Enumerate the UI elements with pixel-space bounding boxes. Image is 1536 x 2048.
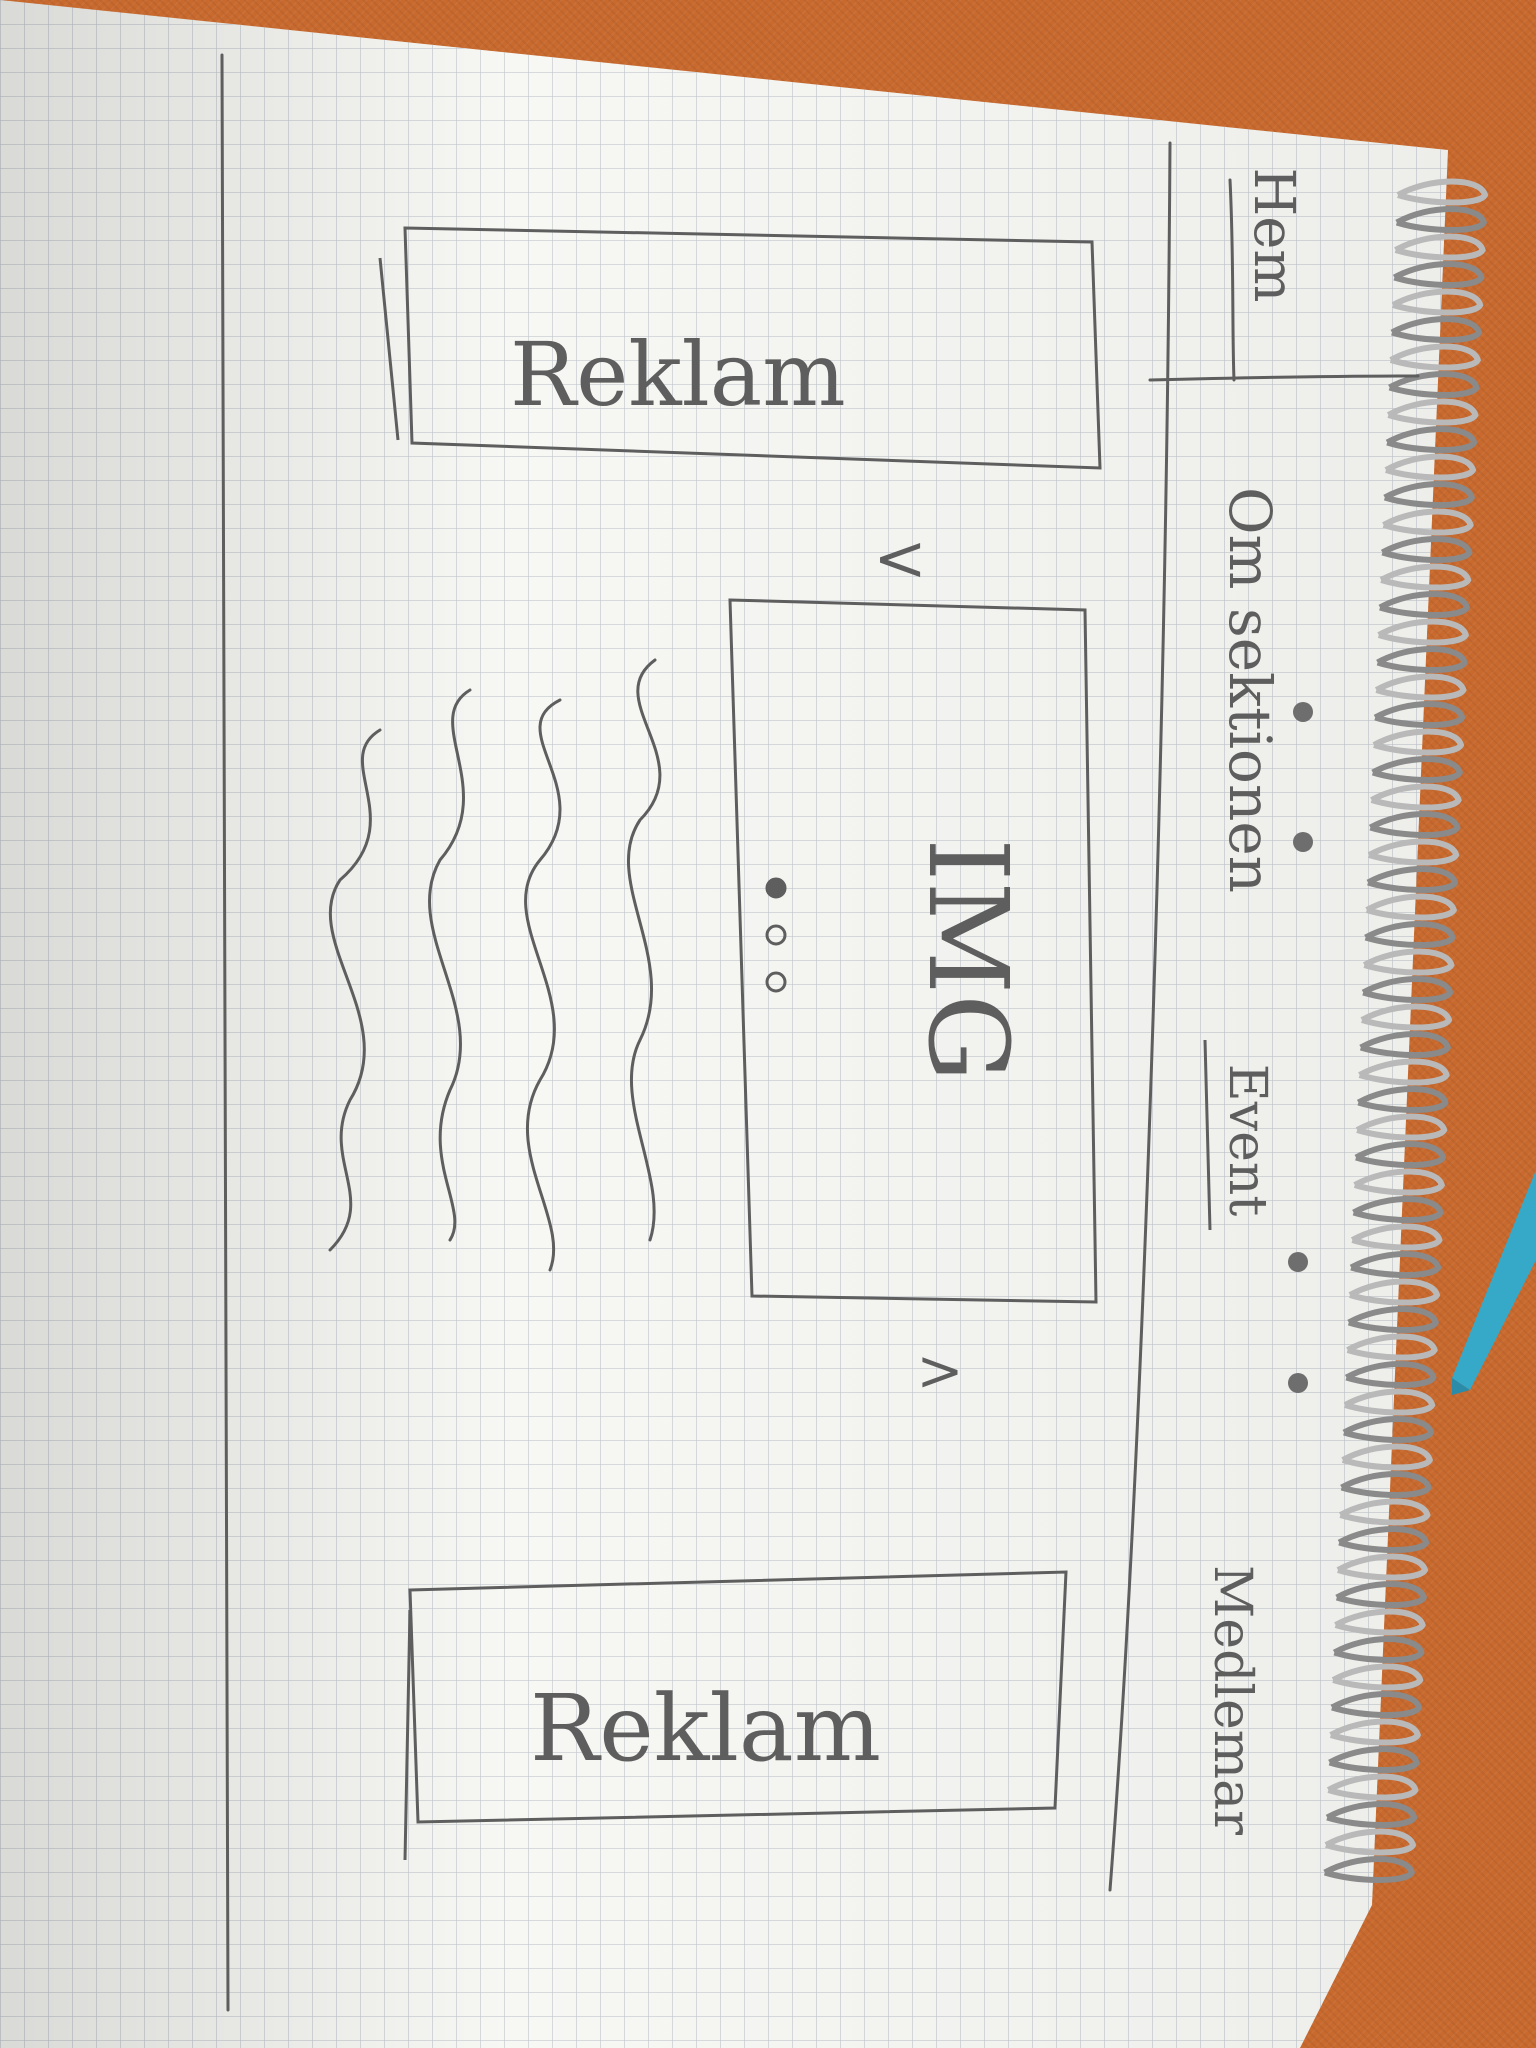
spiral-ring — [1332, 1636, 1425, 1663]
spiral-ring — [1383, 481, 1476, 508]
spiral-ring — [1349, 1251, 1442, 1278]
carousel-next-arrow[interactable]: > — [917, 1339, 964, 1404]
nav-item-about[interactable]: Om sektionen — [1216, 487, 1284, 893]
spiral-ring — [1346, 1333, 1438, 1361]
image-carousel: IMG < > — [728, 522, 1098, 1404]
spiral-ring — [1328, 1746, 1420, 1773]
spiral-ring — [1372, 728, 1465, 756]
spiral-ring — [1382, 508, 1474, 536]
spiral-ring — [1354, 1141, 1447, 1168]
spiral-ring — [1374, 673, 1467, 701]
carousel-image-label: IMG — [904, 838, 1032, 1082]
spiral-ring — [1337, 1526, 1430, 1553]
spiral-ring — [1326, 1773, 1419, 1801]
spiral-ring — [1340, 1471, 1432, 1498]
spiral-ring — [1376, 646, 1468, 673]
spiral-ring — [1380, 536, 1473, 563]
spiral-ring — [1389, 343, 1482, 371]
spiral-ring — [1388, 371, 1480, 398]
nav-item-members[interactable]: Medlemar — [1202, 1565, 1262, 1835]
spiral-ring — [1373, 701, 1466, 728]
spiral-ring — [1378, 591, 1471, 618]
carousel-prev-arrow[interactable]: < — [873, 522, 927, 596]
nav-item-home[interactable]: Hem — [1241, 167, 1306, 302]
spiral-ring — [1342, 1416, 1435, 1443]
text-placeholder-lines — [328, 658, 662, 1272]
spiral-ring — [1323, 1856, 1416, 1883]
spiral-ring — [1379, 563, 1472, 591]
spiral-ring — [1347, 1306, 1440, 1333]
carousel-dot[interactable] — [765, 924, 787, 946]
spiral-ring — [1367, 838, 1460, 866]
spiral-ring — [1356, 1086, 1449, 1113]
spiral-ring — [1336, 1553, 1429, 1581]
spiral-ring — [1390, 316, 1483, 343]
carousel-dot[interactable] — [765, 971, 787, 993]
spiral-ring — [1341, 1443, 1434, 1471]
spiral-ring — [1370, 783, 1462, 811]
spiral-ring — [1355, 1113, 1448, 1141]
carousel-dots — [765, 877, 787, 993]
nav-item-events-underline — [1203, 1039, 1212, 1231]
spiral-ring — [1325, 1801, 1418, 1828]
spiral-ring — [1344, 1361, 1437, 1388]
spiral-ring — [1386, 398, 1479, 426]
spiral-ring — [1338, 1498, 1431, 1526]
spiral-ring — [1358, 1058, 1450, 1086]
spiral-ring — [1392, 261, 1485, 288]
spiral-ring — [1395, 206, 1488, 233]
spiral-ring — [1366, 866, 1459, 893]
spiral-ring — [1324, 1828, 1417, 1856]
spiral-ring — [1368, 811, 1461, 838]
spiral-ring — [1362, 948, 1455, 976]
spiral-ring — [1359, 1031, 1452, 1058]
spiral-ring — [1365, 893, 1458, 921]
spiral-ring — [1371, 756, 1464, 783]
spiral-ring — [1384, 453, 1477, 481]
spiral-ring — [1364, 921, 1456, 948]
spiral-ring — [1394, 233, 1486, 261]
ad-box-top: Reklam — [378, 226, 1102, 470]
spiral-ring — [1391, 288, 1484, 316]
spiral-ring — [1360, 1003, 1453, 1031]
spiral-ring — [1331, 1663, 1424, 1691]
spiral-ring — [1377, 618, 1470, 646]
spiral-ring — [1353, 1168, 1446, 1196]
ad-box-bottom: Reklam — [403, 1570, 1068, 1861]
spiral-ring — [1334, 1608, 1426, 1636]
spiral-ring — [1352, 1196, 1444, 1223]
nav-bar: Hem Om sektionen Event Medlemar — [1202, 167, 1306, 1835]
nav-item-events[interactable]: Event — [1217, 1064, 1277, 1217]
spiral-ring — [1343, 1388, 1436, 1416]
binder-holes — [1288, 702, 1313, 1393]
spiral-ring — [1330, 1691, 1423, 1718]
spiral-ring — [1385, 426, 1478, 453]
ad-label-bottom: Reklam — [530, 1675, 881, 1782]
spiral-ring — [1329, 1718, 1422, 1746]
pen — [1452, 1170, 1536, 1395]
spiral-ring — [1335, 1581, 1428, 1608]
carousel-dot[interactable] — [765, 877, 787, 899]
notebook-page — [0, 0, 1448, 2048]
spiral-binding — [1323, 178, 1489, 1883]
ad-label-top: Reklam — [510, 323, 846, 426]
spiral-ring — [1350, 1223, 1443, 1251]
spiral-ring — [1361, 976, 1454, 1003]
spiral-ring — [1396, 178, 1489, 206]
spiral-ring — [1348, 1278, 1441, 1306]
